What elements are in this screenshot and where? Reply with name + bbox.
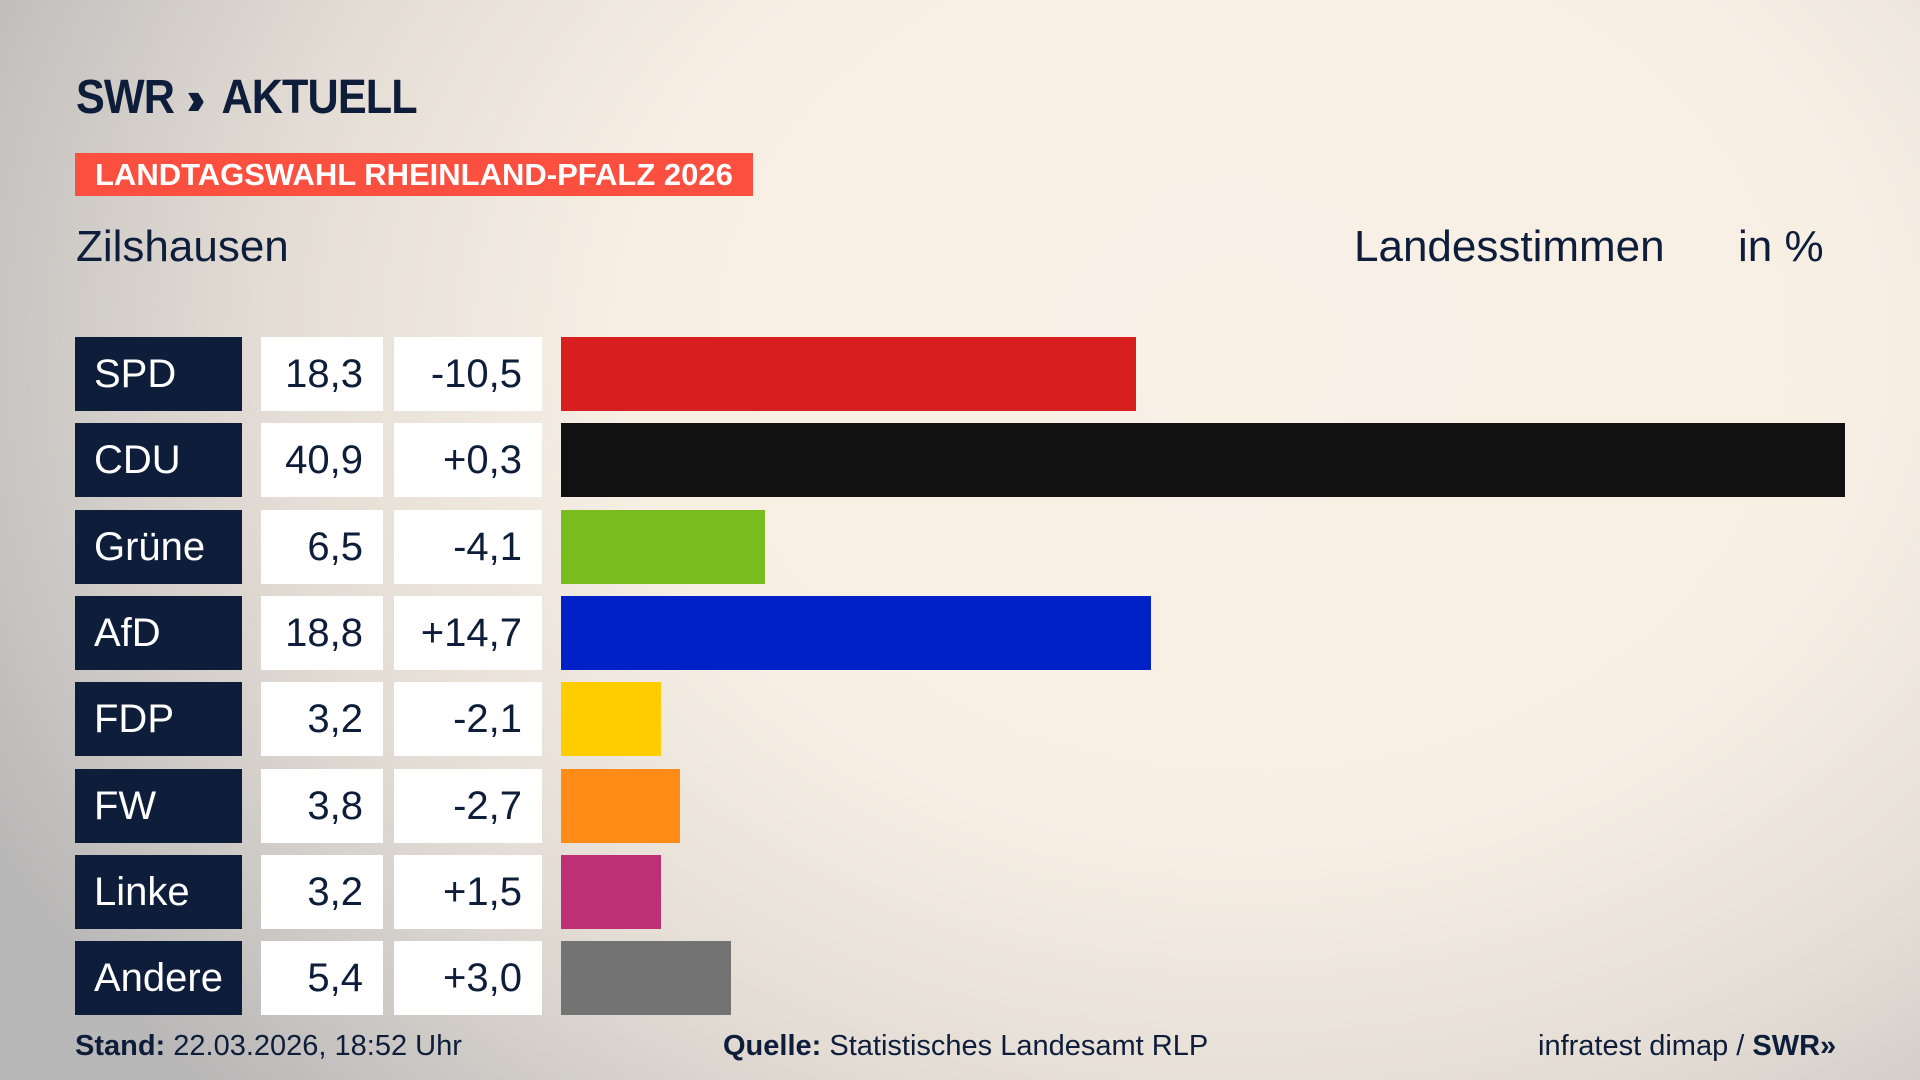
bar-gruene xyxy=(561,509,766,584)
stand-value: 22.03.2026, 18:52 Uhr xyxy=(173,1030,462,1062)
party-label: SPD xyxy=(75,337,242,411)
swr-small-logo: SWR» xyxy=(1752,1030,1837,1062)
vote-share: 6,5 xyxy=(261,509,383,584)
vote-change: +1,5 xyxy=(394,854,542,929)
party-label: FW xyxy=(75,768,242,843)
source-label: Quelle: xyxy=(723,1030,822,1062)
vote-share: 3,2 xyxy=(261,682,383,757)
bar-cdu xyxy=(561,423,1845,498)
bar-andere xyxy=(561,941,731,1016)
logo-swr: SWR xyxy=(76,71,175,124)
vote-change: -10,5 xyxy=(394,337,542,411)
vote-change: +3,0 xyxy=(394,941,542,1016)
bar-fw xyxy=(561,768,681,843)
place-name: Zilshausen xyxy=(76,222,289,271)
bar-linke xyxy=(561,854,662,929)
bar-afd xyxy=(561,595,1152,670)
vote-share: 40,9 xyxy=(261,423,383,498)
party-label: Linke xyxy=(75,854,242,929)
vote-type: Landesstimmen xyxy=(1354,222,1665,271)
vote-change: +0,3 xyxy=(394,423,542,498)
vote-share: 3,8 xyxy=(261,768,383,843)
vote-change: -4,1 xyxy=(394,509,542,584)
bar-spd xyxy=(561,337,1136,411)
chevron-icon: ›› xyxy=(186,71,205,124)
party-label: FDP xyxy=(75,682,242,757)
vote-share: 18,8 xyxy=(261,595,383,670)
vote-share: 5,4 xyxy=(261,941,383,1016)
election-banner: LANDTAGSWAHL RHEINLAND-PFALZ 2026 xyxy=(75,153,753,196)
party-label: CDU xyxy=(75,423,242,498)
stand-label: Stand: xyxy=(75,1030,166,1062)
party-label: Grüne xyxy=(75,509,242,584)
logo-aktuell: AKTUELL xyxy=(221,71,417,124)
footer-source: Quelle: Statistisches Landesamt RLP xyxy=(723,1030,1208,1063)
unit-label: in % xyxy=(1738,222,1824,271)
party-label: Andere xyxy=(75,941,242,1016)
vote-change: -2,1 xyxy=(394,682,542,757)
party-label: AfD xyxy=(75,595,242,670)
vote-share: 18,3 xyxy=(261,337,383,411)
vote-share: 3,2 xyxy=(261,854,383,929)
bar-fdp xyxy=(561,682,662,757)
vote-change: +14,7 xyxy=(394,595,542,670)
footer-stand: Stand: 22.03.2026, 18:52 Uhr xyxy=(75,1030,462,1063)
vote-change: -2,7 xyxy=(394,768,542,843)
footer-credit: infratest dimap / SWR» xyxy=(1538,1030,1836,1063)
credit-text: infratest dimap / xyxy=(1538,1030,1745,1062)
source-value: Statistisches Landesamt RLP xyxy=(829,1030,1209,1062)
swr-aktuell-logo: SWR ›› AKTUELL xyxy=(76,70,418,125)
